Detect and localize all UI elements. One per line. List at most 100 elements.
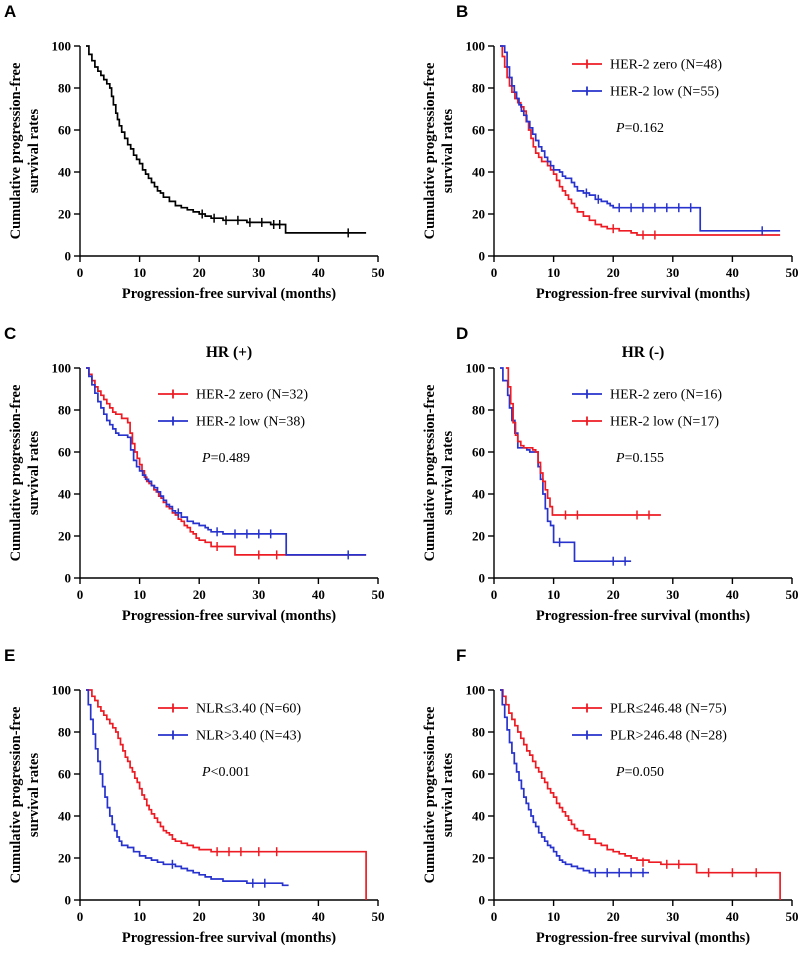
y-tick-label: 100 [466, 361, 486, 376]
x-tick-label: 0 [491, 909, 498, 924]
y-tick-label: 0 [65, 893, 72, 908]
y-axis-label-line2: survival rates [440, 753, 456, 838]
y-tick-label: 80 [472, 81, 485, 96]
legend-label: PLR>246.48 (N=28) [610, 729, 727, 744]
y-axis-label: Cumulative progression-free [422, 706, 438, 883]
panel-F: F 0 20 40 60 80 100 0 10 20 30 40 50 Progression-fre… [400, 644, 800, 966]
x-tick-label: 40 [726, 587, 739, 602]
km-curve [86, 367, 367, 556]
p-value: P=0.162 [615, 121, 664, 136]
y-tick-label: 0 [479, 249, 486, 264]
y-tick-label: 80 [58, 81, 71, 96]
panel-label: D [456, 324, 469, 343]
km-curve [86, 689, 367, 900]
x-axis-label: Progression-free survival (months) [122, 930, 336, 946]
y-tick-label: 20 [58, 851, 71, 866]
km-curve [505, 367, 661, 516]
y-tick-label: 60 [58, 445, 71, 460]
y-tick-label: 0 [65, 571, 72, 586]
y-tick-label: 20 [58, 529, 71, 544]
x-tick-label: 50 [786, 587, 799, 602]
y-tick-label: 40 [472, 487, 485, 502]
y-tick-label: 80 [472, 403, 485, 418]
y-axis-label: Cumulative progression-free [422, 62, 438, 239]
panel-label: F [456, 646, 467, 665]
x-axis-label: Progression-free survival (months) [536, 930, 750, 946]
x-tick-label: 20 [607, 265, 620, 280]
y-tick-label: 40 [58, 165, 71, 180]
km-curve [86, 689, 289, 887]
x-tick-label: 30 [252, 587, 265, 602]
x-tick-label: 10 [133, 909, 146, 924]
x-tick-label: 0 [77, 909, 84, 924]
y-tick-label: 40 [58, 809, 71, 824]
axes [79, 46, 378, 257]
x-tick-label: 40 [312, 909, 325, 924]
panel-title: HR (-) [622, 344, 665, 361]
x-tick-label: 50 [786, 909, 799, 924]
y-tick-label: 0 [479, 571, 486, 586]
x-axis-label: Progression-free survival (months) [122, 608, 336, 624]
y-tick-label: 20 [472, 529, 485, 544]
panel-label: B [456, 2, 469, 21]
panel-A: A 0 20 40 60 80 100 0 10 20 30 40 50 Progression-fre… [0, 0, 400, 322]
x-axis-label: Progression-free survival (months) [536, 608, 750, 624]
y-axis-label: Cumulative progression-free [8, 62, 24, 239]
y-axis-label-line2: survival rates [26, 109, 42, 194]
legend-label: NLR>3.40 (N=43) [196, 729, 302, 744]
km-curve [500, 45, 781, 232]
x-tick-label: 10 [547, 587, 560, 602]
x-tick-label: 0 [77, 587, 84, 602]
x-tick-label: 10 [547, 265, 560, 280]
km-svg: HR (+) 0 20 40 60 80 100 0 10 20 30 40 50 Progression… [8, 344, 385, 624]
y-axis-label-line2: survival rates [440, 109, 456, 194]
legend-label: HER-2 zero (N=48) [610, 58, 722, 73]
x-tick-label: 40 [726, 265, 739, 280]
x-tick-label: 20 [607, 909, 620, 924]
y-tick-label: 100 [466, 683, 486, 698]
y-tick-label: 100 [52, 683, 72, 698]
km-curve [500, 367, 632, 563]
y-tick-label: 100 [466, 39, 486, 54]
y-axis-label-line2: survival rates [26, 431, 42, 516]
y-tick-label: 40 [472, 809, 485, 824]
x-tick-label: 10 [547, 909, 560, 924]
km-svg: 0 20 40 60 80 100 0 10 20 30 40 50 Progression-free … [8, 39, 385, 303]
p-value: P=0.050 [615, 765, 664, 780]
km-svg: 0 20 40 60 80 100 0 10 20 30 40 50 Progression-free … [8, 683, 385, 947]
x-tick-label: 40 [726, 909, 739, 924]
y-tick-label: 60 [58, 123, 71, 138]
y-tick-label: 20 [58, 207, 71, 222]
x-tick-label: 20 [607, 587, 620, 602]
legend-label: PLR≤246.48 (N=75) [610, 702, 727, 717]
km-svg: HR (-) 0 20 40 60 80 100 0 10 20 30 40 50 Progression… [422, 344, 799, 624]
y-tick-label: 60 [472, 767, 485, 782]
legend-label: HER-2 zero (N=32) [196, 388, 308, 403]
y-tick-label: 80 [58, 403, 71, 418]
x-tick-label: 50 [372, 909, 385, 924]
x-tick-label: 30 [252, 909, 265, 924]
x-tick-label: 50 [372, 587, 385, 602]
y-tick-label: 80 [472, 725, 485, 740]
panel-title: HR (+) [206, 344, 252, 361]
panel-label: E [4, 646, 16, 665]
x-axis-label: Progression-free survival (months) [122, 286, 336, 302]
x-tick-label: 50 [372, 265, 385, 280]
x-tick-label: 0 [77, 265, 84, 280]
x-tick-label: 30 [666, 265, 679, 280]
y-tick-label: 40 [472, 165, 485, 180]
axes [493, 46, 792, 257]
panel-D: D HR (-) 0 20 40 60 80 100 0 10 20 30 40 50 Progressi… [400, 322, 800, 644]
legend-label: HER-2 low (N=38) [196, 415, 305, 430]
y-axis-label: Cumulative progression-free [8, 706, 24, 883]
y-tick-label: 60 [58, 767, 71, 782]
km-curve [86, 45, 367, 234]
km-curve [500, 689, 781, 900]
km-chart-D: HR (-) 0 20 40 60 80 100 0 10 20 30 40 50 Progression… [414, 342, 800, 642]
km-curve [500, 689, 649, 874]
legend-label: HER-2 low (N=55) [610, 85, 719, 100]
y-tick-label: 40 [58, 487, 71, 502]
legend-label: HER-2 zero (N=16) [610, 388, 722, 403]
y-tick-label: 20 [472, 207, 485, 222]
